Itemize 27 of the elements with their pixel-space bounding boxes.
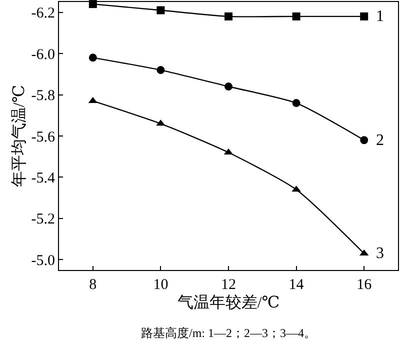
text: 路基高度/m: 1—2；2—3；3—4。 xyxy=(141,326,316,340)
y-axis-title: 年平均气温/℃ xyxy=(11,84,28,188)
y-tick-label: -5.0 xyxy=(31,252,55,269)
series-label: 1 xyxy=(376,8,384,25)
y-tick-label: -6.2 xyxy=(31,6,55,22)
x-tick-label: 14 xyxy=(288,277,304,293)
x-tick-label: 16 xyxy=(356,277,372,293)
point xyxy=(156,6,165,14)
point xyxy=(224,12,232,20)
series-label: 3 xyxy=(376,245,384,262)
x-axis-title: 气温年较差/℃ xyxy=(177,294,280,312)
x-tick-label: 8 xyxy=(89,277,97,293)
series-label: 2 xyxy=(376,132,384,149)
point xyxy=(88,54,97,62)
point xyxy=(360,136,368,144)
y-tick-label: -5.2 xyxy=(31,212,55,228)
y-tick-label: -5.6 xyxy=(31,129,56,146)
y-tick-label: -6.0 xyxy=(31,46,55,63)
point xyxy=(224,82,232,91)
x-tick-label: 12 xyxy=(221,277,236,293)
point xyxy=(156,66,165,74)
point xyxy=(360,12,368,20)
y-tick-label: -5.4 xyxy=(31,170,56,186)
y-tick-label: -5.8 xyxy=(31,88,55,104)
point xyxy=(292,12,300,20)
x-tick-label: 10 xyxy=(153,277,168,293)
point xyxy=(292,99,300,108)
